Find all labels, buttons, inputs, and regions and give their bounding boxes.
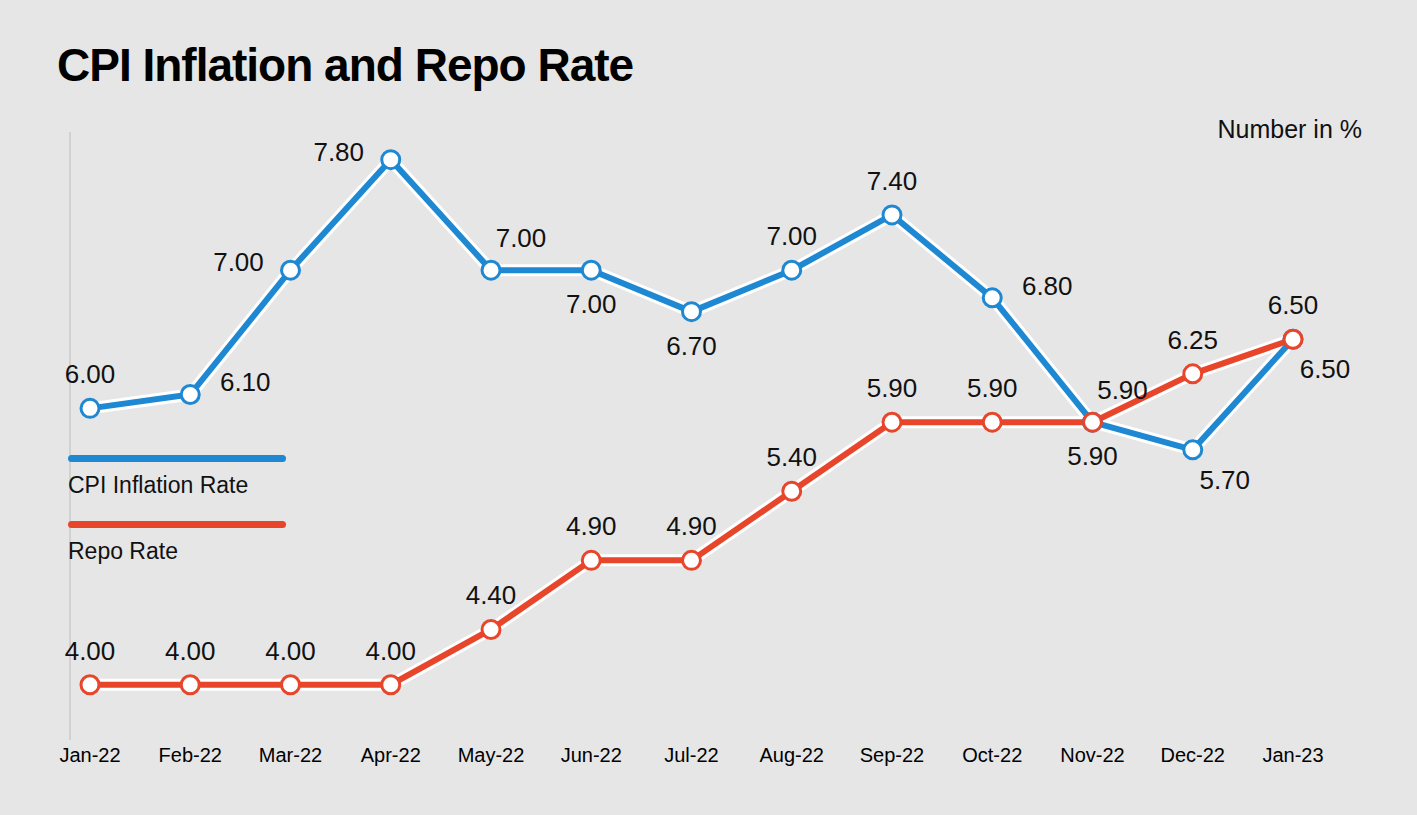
svg-text:Jul-22: Jul-22 — [664, 744, 718, 766]
svg-text:7.00: 7.00 — [213, 247, 264, 277]
svg-text:4.00: 4.00 — [265, 636, 316, 666]
svg-text:6.25: 6.25 — [1167, 325, 1218, 355]
svg-text:6.50: 6.50 — [1268, 290, 1319, 320]
svg-text:Jan-22: Jan-22 — [59, 744, 120, 766]
svg-text:4.00: 4.00 — [165, 636, 216, 666]
svg-text:4.90: 4.90 — [666, 511, 717, 541]
svg-text:6.70: 6.70 — [666, 331, 717, 361]
svg-text:5.40: 5.40 — [766, 442, 817, 472]
svg-text:5.70: 5.70 — [1199, 465, 1250, 495]
svg-text:May-22: May-22 — [458, 744, 525, 766]
html-text:CPI Inflation and Repo Rate: CPI Inflation and Repo Rate — [57, 39, 634, 91]
svg-text:6.00: 6.00 — [65, 359, 116, 389]
svg-text:5.90: 5.90 — [867, 373, 918, 403]
svg-text:7.00: 7.00 — [496, 223, 547, 253]
svg-text:Jun-22: Jun-22 — [561, 744, 622, 766]
svg-text:6.10: 6.10 — [220, 367, 271, 397]
svg-text:Feb-22: Feb-22 — [159, 744, 222, 766]
svg-text:5.90: 5.90 — [1097, 375, 1148, 405]
svg-text:7.00: 7.00 — [766, 221, 817, 251]
svg-text:Oct-22: Oct-22 — [962, 744, 1022, 766]
html-text:Number in %: Number in % — [1217, 115, 1362, 143]
svg-text:Aug-22: Aug-22 — [760, 744, 825, 766]
svg-text:6.80: 6.80 — [1022, 271, 1073, 301]
svg-text:7.00: 7.00 — [566, 289, 617, 319]
svg-text:Dec-22: Dec-22 — [1161, 744, 1225, 766]
svg-text:4.40: 4.40 — [466, 580, 517, 610]
svg-text:Jan-23: Jan-23 — [1262, 744, 1323, 766]
svg-text:4.00: 4.00 — [365, 636, 416, 666]
svg-text:Mar-22: Mar-22 — [259, 744, 322, 766]
svg-text:7.80: 7.80 — [313, 137, 364, 167]
svg-text:4.00: 4.00 — [65, 636, 116, 666]
svg-text:6.50: 6.50 — [1300, 354, 1351, 384]
svg-text:4.90: 4.90 — [566, 511, 617, 541]
html-text:Repo Rate: Repo Rate — [68, 538, 178, 564]
svg-text:Apr-22: Apr-22 — [361, 744, 421, 766]
svg-text:7.40: 7.40 — [867, 166, 918, 196]
html-text:CPI Inflation Rate: CPI Inflation Rate — [68, 472, 249, 498]
svg-text:5.90: 5.90 — [1067, 441, 1118, 471]
svg-text:5.90: 5.90 — [967, 373, 1018, 403]
svg-text:Sep-22: Sep-22 — [860, 744, 925, 766]
svg-text:Nov-22: Nov-22 — [1060, 744, 1124, 766]
